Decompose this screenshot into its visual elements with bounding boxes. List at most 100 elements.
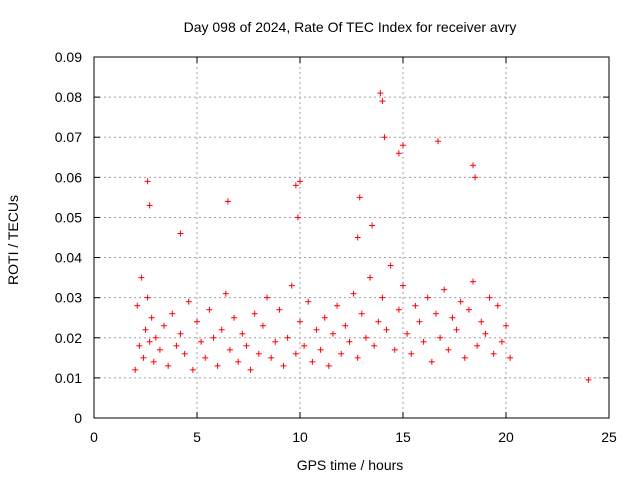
data-point bbox=[255, 350, 262, 357]
data-point bbox=[264, 294, 271, 301]
data-point bbox=[218, 326, 225, 333]
data-point bbox=[453, 326, 460, 333]
y-tick-label: 0.08 bbox=[55, 89, 82, 105]
data-point bbox=[465, 306, 472, 313]
data-point bbox=[280, 362, 287, 369]
data-point bbox=[140, 354, 147, 361]
data-point bbox=[317, 346, 324, 353]
data-point bbox=[185, 298, 192, 305]
data-point bbox=[210, 334, 217, 341]
y-tick-label: 0.03 bbox=[55, 290, 82, 306]
data-point bbox=[585, 376, 592, 383]
data-point bbox=[202, 354, 209, 361]
data-point bbox=[412, 302, 419, 309]
data-point bbox=[329, 330, 336, 337]
x-tick-label: 20 bbox=[498, 429, 514, 445]
data-point bbox=[478, 318, 485, 325]
data-point bbox=[400, 282, 406, 289]
data-point bbox=[142, 326, 149, 333]
data-point bbox=[457, 298, 464, 305]
data-point bbox=[474, 342, 481, 349]
y-axis-label: ROTI / TECUs bbox=[5, 195, 21, 285]
data-point bbox=[435, 138, 442, 145]
data-points bbox=[132, 90, 592, 383]
data-point bbox=[292, 350, 299, 357]
data-point bbox=[152, 334, 159, 341]
data-point bbox=[354, 354, 361, 361]
data-point bbox=[428, 358, 435, 365]
data-point bbox=[222, 290, 229, 297]
data-point bbox=[381, 134, 388, 141]
data-point bbox=[356, 194, 363, 201]
data-point bbox=[235, 358, 242, 365]
data-point bbox=[472, 174, 479, 181]
data-point bbox=[292, 182, 299, 189]
data-point bbox=[173, 342, 180, 349]
plot-frame bbox=[93, 56, 610, 419]
data-point bbox=[206, 306, 213, 313]
data-point bbox=[224, 198, 231, 205]
data-point bbox=[387, 262, 394, 269]
data-point bbox=[391, 346, 398, 353]
y-tick-label: 0.01 bbox=[55, 370, 82, 386]
data-point bbox=[301, 342, 308, 349]
data-point bbox=[288, 282, 295, 289]
y-tick-label: 0.06 bbox=[55, 169, 82, 185]
data-point bbox=[297, 178, 303, 185]
data-point bbox=[346, 338, 353, 345]
data-point bbox=[138, 274, 145, 281]
data-point bbox=[181, 350, 188, 357]
x-tick-label: 15 bbox=[395, 429, 411, 445]
data-point bbox=[177, 330, 184, 337]
data-point bbox=[482, 330, 489, 337]
data-point bbox=[338, 350, 345, 357]
data-point bbox=[247, 366, 254, 373]
data-point bbox=[251, 310, 258, 317]
y-tick-label: 0.02 bbox=[55, 330, 82, 346]
y-tick-label: 0.07 bbox=[55, 129, 82, 145]
data-point bbox=[146, 202, 153, 209]
data-point bbox=[379, 98, 386, 105]
data-point bbox=[437, 334, 444, 341]
x-tick-labels: 0 5 10 15 20 25 bbox=[90, 429, 617, 445]
data-point bbox=[294, 214, 301, 221]
data-point bbox=[268, 354, 275, 361]
data-point bbox=[404, 330, 411, 337]
y-tick-label: 0 bbox=[74, 410, 82, 426]
data-point bbox=[177, 230, 184, 237]
data-point bbox=[144, 294, 151, 301]
data-point bbox=[424, 294, 431, 301]
data-point bbox=[136, 342, 143, 349]
data-point bbox=[321, 314, 328, 321]
x-tick-label: 25 bbox=[601, 429, 617, 445]
data-point bbox=[379, 294, 386, 301]
data-point bbox=[231, 314, 238, 321]
x-tick-label: 10 bbox=[292, 429, 308, 445]
y-tick-label: 0.04 bbox=[55, 250, 82, 266]
data-point bbox=[432, 310, 439, 317]
data-point bbox=[334, 302, 341, 309]
data-point bbox=[272, 338, 279, 345]
data-point bbox=[445, 346, 452, 353]
data-point bbox=[132, 366, 139, 373]
data-point bbox=[309, 358, 316, 365]
data-point bbox=[305, 298, 312, 305]
data-point bbox=[165, 362, 172, 369]
data-point bbox=[169, 310, 176, 317]
data-point bbox=[226, 346, 233, 353]
data-point bbox=[243, 342, 250, 349]
data-point bbox=[156, 346, 163, 353]
data-point bbox=[161, 322, 168, 329]
data-point bbox=[383, 326, 390, 333]
data-point bbox=[358, 310, 365, 317]
data-point bbox=[239, 330, 246, 337]
data-point bbox=[507, 354, 514, 361]
data-point bbox=[342, 322, 349, 329]
data-point bbox=[498, 338, 505, 345]
data-point bbox=[297, 318, 303, 325]
chart-title: Day 098 of 2024, Rate Of TEC Index for r… bbox=[184, 19, 517, 35]
data-point bbox=[284, 334, 291, 341]
data-point bbox=[449, 314, 456, 321]
data-point bbox=[395, 306, 402, 313]
data-point bbox=[214, 362, 221, 369]
